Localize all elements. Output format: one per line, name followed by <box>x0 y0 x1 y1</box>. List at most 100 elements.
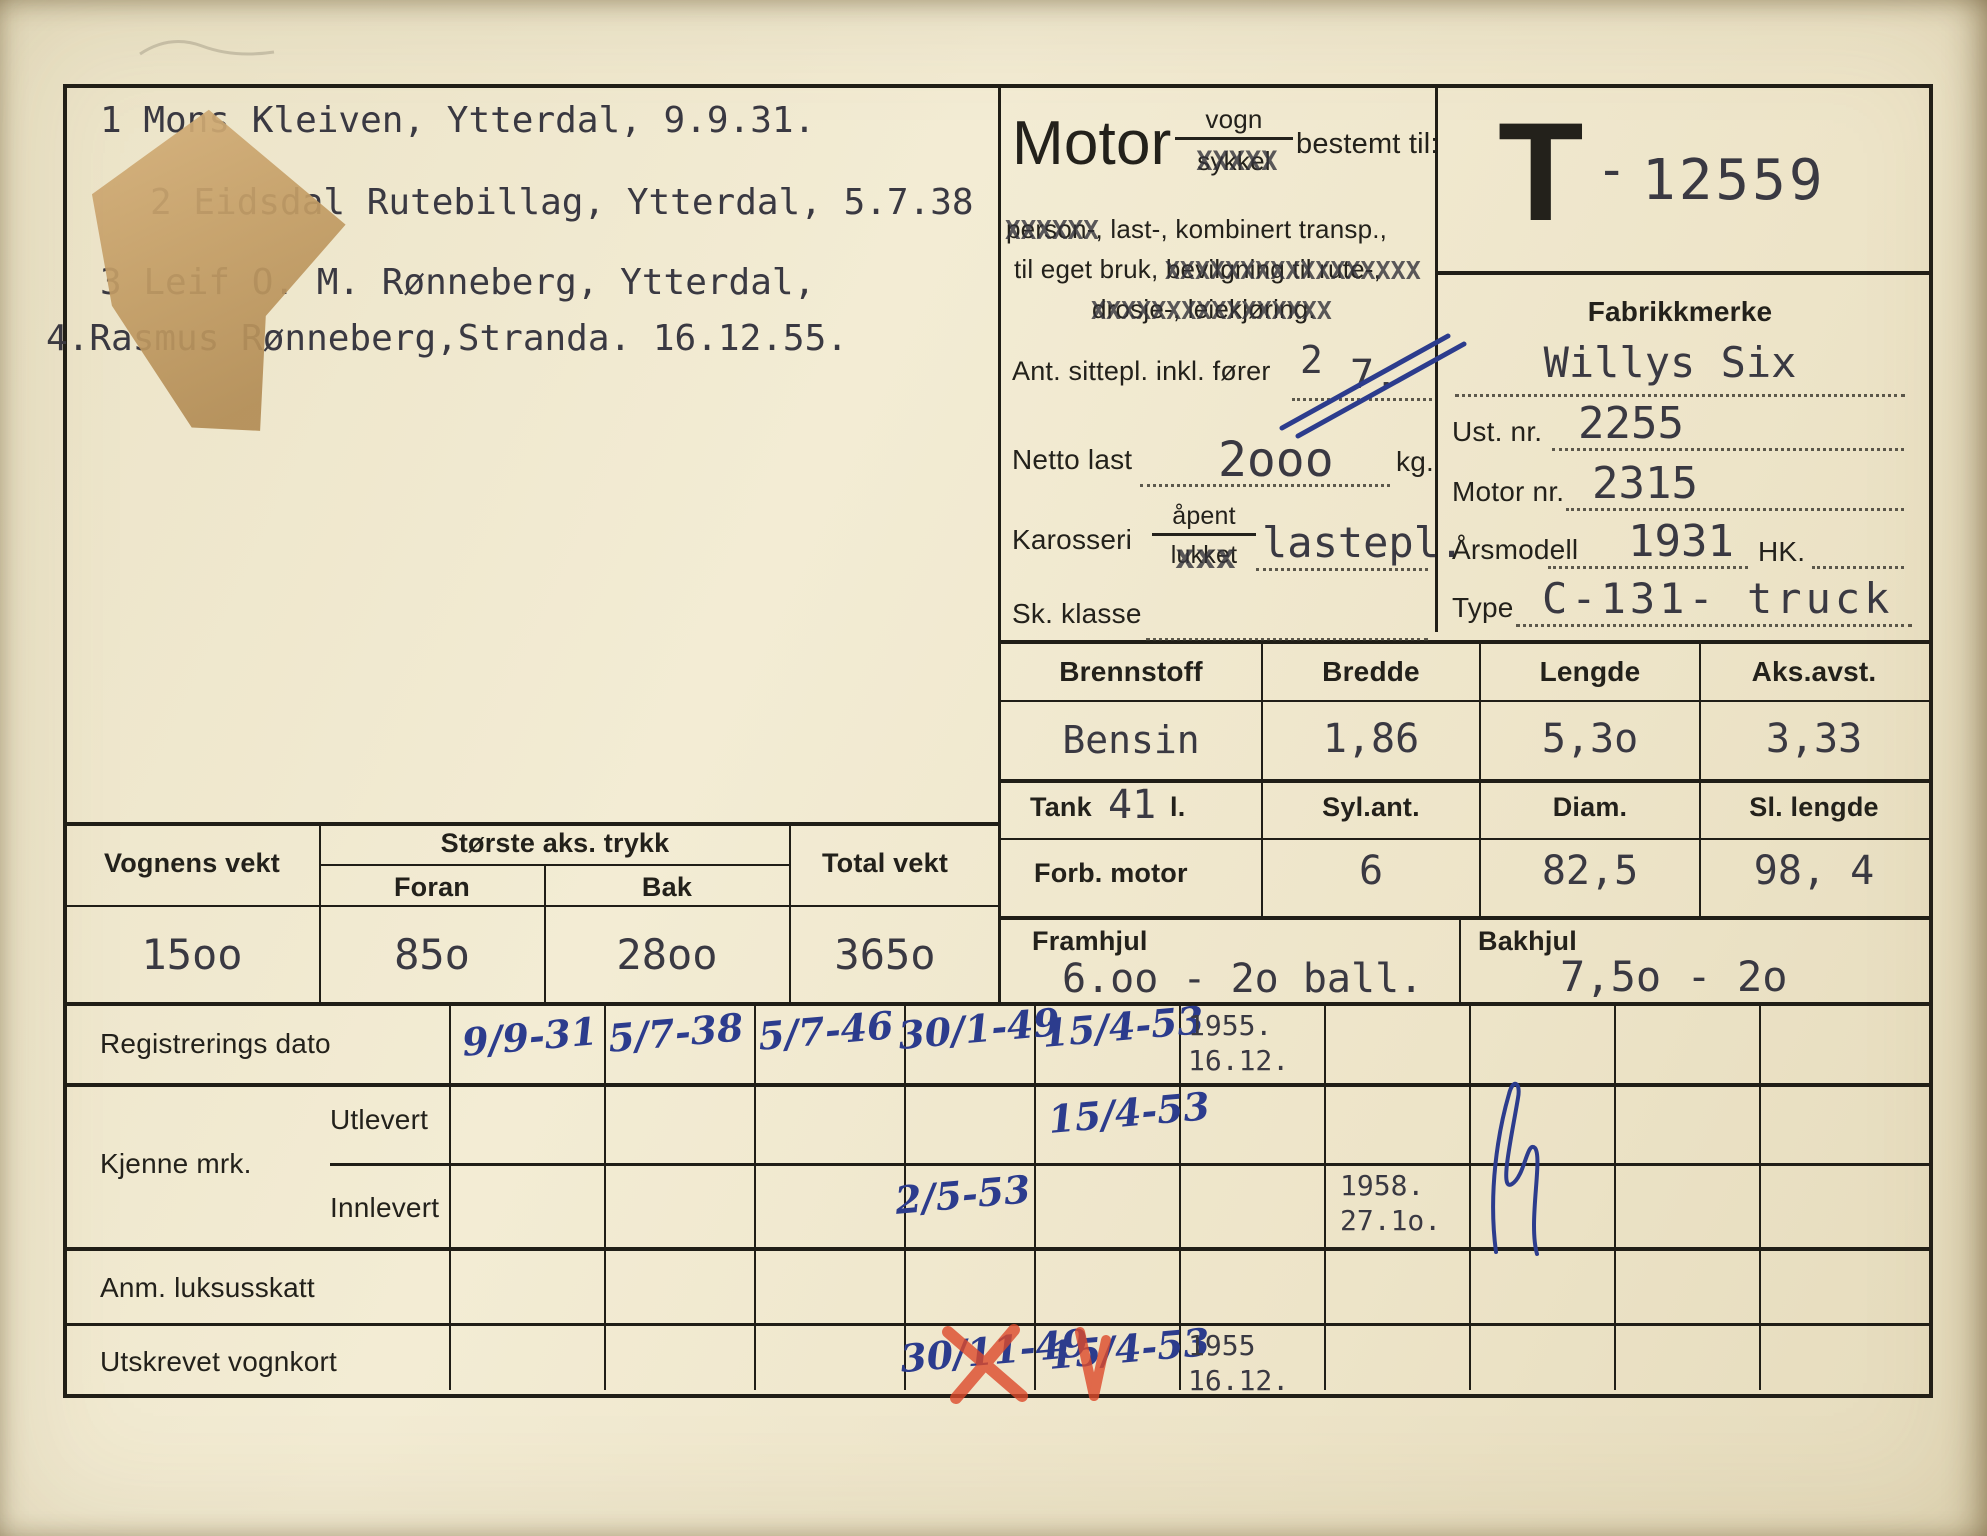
netto-value: 2ooo <box>1218 432 1334 488</box>
spec-header-lengde: Lengde <box>1539 656 1641 687</box>
tank-label: Tank <box>1030 792 1092 822</box>
total-vekt-value: 365o <box>834 930 936 979</box>
vognens-vekt-label: Vognens vekt <box>104 848 280 878</box>
anm-luksusskatt-label: Anm. luksusskatt <box>100 1272 315 1303</box>
motor-fraction-bottom: sykkel XXXXX <box>1196 146 1278 177</box>
plate-dash: - <box>1596 140 1628 200</box>
netto-label: Netto last <box>1012 444 1133 475</box>
bt-col-2 <box>754 1002 756 1390</box>
seats-label: Ant. sittepl. inkl. fører <box>1012 356 1271 386</box>
spec-h1-bottom <box>998 700 1929 702</box>
pencil-scribble-top <box>139 40 275 56</box>
bt-col-1 <box>604 1002 606 1390</box>
use-line-1: person-, XXXXXX last-, kombinert transp., <box>1005 214 1388 246</box>
spec-col-1 <box>1261 640 1263 920</box>
aarsmodell-label: Årsmodell <box>1452 534 1579 565</box>
spec-value-brennstoff: Bensin <box>1062 718 1200 762</box>
innlevert-typed-date: 1958. 27.1o. <box>1340 1169 1442 1237</box>
fabrikkmerke-label: Fabrikkmerke <box>1587 296 1773 327</box>
kjenne-mrk-label: Kjenne mrk. <box>100 1148 252 1179</box>
strike-x-lukket: xxx <box>1174 537 1237 577</box>
spec-value-lengde: 5,3o <box>1541 716 1639 762</box>
motor-title: Motor <box>1012 109 1172 178</box>
sk-klasse-label: Sk. klasse <box>1012 598 1142 629</box>
spec-header-sylant: Syl.ant. <box>1322 792 1420 822</box>
plate-box-bottom <box>1435 271 1929 275</box>
vognens-vekt-value: 15oo <box>141 930 243 979</box>
use-line-2: til eget bruk, bevilgning til rute-, XXXX… <box>1014 254 1421 285</box>
body-value: lastepl. <box>1262 518 1465 567</box>
spec-h2-bottom <box>998 838 1929 840</box>
fabrikkmerke-dotted <box>1455 356 1905 397</box>
spec-value-bredde: 1,86 <box>1322 716 1420 762</box>
fabrikkmerke-value: Willys Six <box>1543 338 1797 387</box>
plate-number: 12559 <box>1642 148 1826 213</box>
total-vekt-label: Total vekt <box>821 848 949 878</box>
weights-col-1 <box>319 822 321 1004</box>
bt-col-6 <box>1324 1002 1326 1390</box>
foran-label: Foran <box>393 872 470 902</box>
spec-top <box>998 640 1929 644</box>
strike-x-person: XXXXXX <box>1005 216 1099 246</box>
motornr-dotted <box>1566 470 1904 511</box>
spec-header-sllengde: Sl. lengde <box>1749 792 1879 822</box>
plate-prefix: T <box>1498 93 1584 250</box>
bt-col-8 <box>1614 1002 1616 1390</box>
motor-suffix: bestemt til: <box>1296 128 1439 160</box>
reg-typed-date: 1955. 16.12. <box>1188 1009 1290 1077</box>
bakhjul-label: Bakhjul <box>1478 926 1577 956</box>
row-innlevert-bottom <box>63 1247 1929 1251</box>
row-reg-bottom <box>63 1083 1929 1087</box>
sk-klasse-dotted-line <box>1146 600 1428 641</box>
bt-col-label <box>449 1002 451 1390</box>
divider-owners-motor <box>998 84 1001 1004</box>
spec-header-aksavst: Aks.avst. <box>1751 656 1877 687</box>
netto-dotted-line <box>1140 444 1390 487</box>
spec-col-3 <box>1699 640 1701 920</box>
framhjul-label: Framhjul <box>1032 926 1148 956</box>
bak-label: Bak <box>641 872 693 902</box>
strike-x-drosje: XXXXXXXXXXXXXXXX <box>1091 296 1332 325</box>
utskrevet-vognkort-label: Utskrevet vognkort <box>100 1346 338 1377</box>
reg-dato-label: Registrerings dato <box>100 1028 331 1059</box>
wheels-divider <box>1459 920 1461 1004</box>
body-open-option: åpent <box>1152 502 1256 536</box>
type-dotted <box>1516 586 1912 627</box>
row-luksus-bottom <box>63 1323 1929 1326</box>
row-utlevert-bottom <box>330 1163 1929 1166</box>
weights-top <box>63 822 1000 826</box>
spec-header-diam: Diam. <box>1552 792 1628 822</box>
bt-col-4 <box>1034 1002 1036 1390</box>
body-label: Karosseri <box>1012 524 1133 555</box>
spec-mid <box>998 779 1929 783</box>
vognkort-typed-date: 1955 16.12. <box>1188 1329 1290 1397</box>
bak-value: 28oo <box>616 930 718 979</box>
bottom-table-top <box>63 1002 1929 1006</box>
spec-value-aksavst: 3,33 <box>1765 716 1863 762</box>
bt-col-5 <box>1179 1002 1181 1390</box>
spec-value-sylant: 6 <box>1358 848 1384 894</box>
motornr-value: 2315 <box>1592 458 1698 509</box>
motor-fraction-top: vogn <box>1175 104 1293 140</box>
owner-line-1: 1 Mons Kleiven, Ytterdal, 9.9.31. <box>100 100 816 141</box>
forb-motor-label: Forb. motor <box>1034 858 1188 888</box>
bakhjul-value: 7,5o - 2o <box>1560 952 1788 1001</box>
weights-header-bottom <box>63 905 1000 907</box>
ust-label: Ust. nr. <box>1452 416 1543 447</box>
ust-value: 2255 <box>1578 398 1684 449</box>
type-label: Type <box>1452 592 1514 623</box>
ust-dotted <box>1552 410 1904 451</box>
utlevert-label: Utlevert <box>330 1104 429 1135</box>
bt-col-7 <box>1469 1002 1471 1390</box>
hk-label: HK. <box>1758 536 1806 567</box>
framhjul-value: 6.oo - 2o ball. <box>1062 956 1424 1002</box>
aarsmodell-dotted <box>1548 528 1748 569</box>
tank-unit: l. <box>1170 792 1186 822</box>
strike-x-bevilgning: XXXXXXXXXXXXXXXXX <box>1164 256 1421 285</box>
hk-dotted <box>1812 528 1904 569</box>
seats-dotted-line <box>1292 358 1432 401</box>
spec-value-sllengde: 98, 4 <box>1753 848 1875 894</box>
type-value: C-131- truck <box>1542 574 1894 623</box>
spec-header-bredde: Bredde <box>1322 656 1420 687</box>
